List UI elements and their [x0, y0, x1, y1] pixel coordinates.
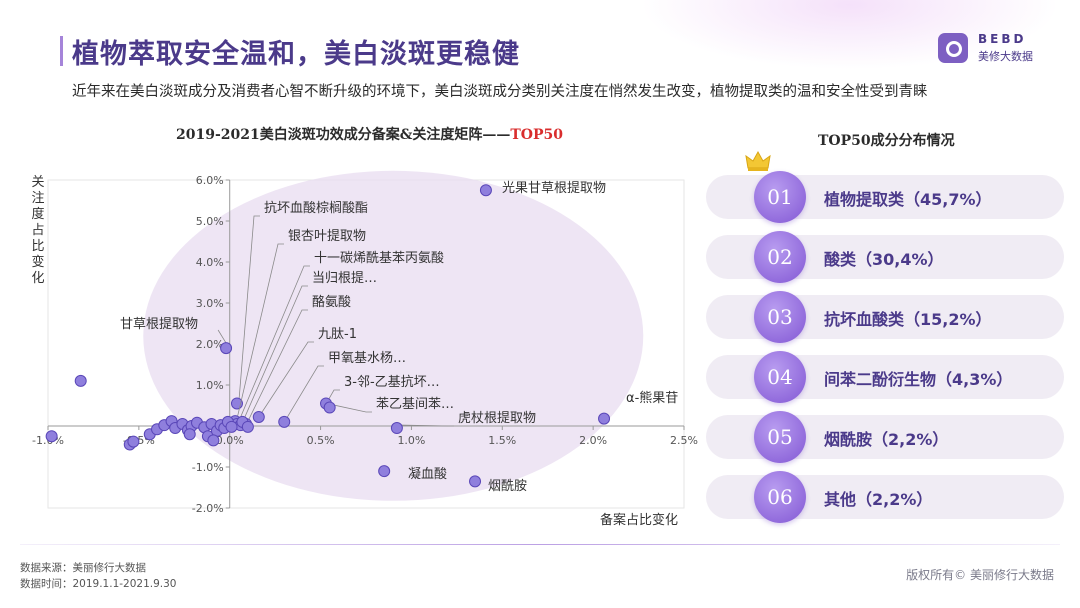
- x-tick-label: 1.5%: [488, 434, 516, 447]
- x-tick-label: 2.5%: [670, 434, 698, 447]
- data-point-label: 酪氨酸: [312, 294, 351, 310]
- chart-title: 2019-2021美白淡斑功效成分备案&关注度矩阵——TOP50: [176, 124, 563, 144]
- x-axis-title: 备案占比变化: [600, 512, 678, 528]
- y-tick-label: 6.0%: [196, 174, 224, 187]
- y-tick-label: -2.0%: [192, 502, 224, 515]
- x-tick-label: 0.0%: [216, 434, 244, 447]
- distribution-item: 03 抗坏血酸类（15,2%）: [706, 291, 1064, 343]
- y-axis-title: 关注度占比变化: [31, 175, 44, 286]
- distribution-item: 02 酸类（30,4%）: [706, 231, 1064, 283]
- data-point-label: 凝血酸: [408, 466, 447, 482]
- rank-badge: 02: [754, 231, 806, 283]
- y-tick-label: -1.0%: [192, 461, 224, 474]
- data-point: [598, 412, 611, 425]
- distribution-item: 06 其他（2,2%）: [706, 471, 1064, 523]
- data-point-label: 虎杖根提取物: [458, 410, 536, 426]
- data-point: [220, 342, 233, 355]
- label-leader-line: [260, 341, 314, 415]
- data-point: [390, 422, 403, 435]
- chart-title-accent: TOP50: [510, 127, 564, 143]
- data-point: [479, 184, 492, 197]
- crown-icon: [745, 150, 771, 171]
- rank-badge: 04: [754, 351, 806, 403]
- x-tick-label: 0.5%: [307, 434, 335, 447]
- rank-badge: 03: [754, 291, 806, 343]
- label-leader-line: [331, 404, 372, 413]
- data-source: 数据来源：美丽修行大数据: [20, 562, 146, 574]
- data-point-label: 当归根提…: [312, 270, 377, 286]
- distribution-label: 烟酰胺（2,2%）: [824, 430, 949, 449]
- data-point-label: 十一碳烯酰基苯丙氨酸: [314, 251, 444, 266]
- title-accent-bar: [60, 36, 63, 66]
- data-point-label: 九肽-1: [318, 327, 357, 342]
- x-tick-label: 1.0%: [397, 434, 425, 447]
- data-point: [469, 475, 482, 488]
- label-leader-line: [236, 243, 284, 419]
- label-leader-line: [247, 309, 308, 422]
- data-point: [45, 430, 58, 443]
- y-tick-label: 3.0%: [196, 297, 224, 310]
- chart-title-main: 2019-2021美白淡斑功效成分备案&关注度矩阵——: [176, 127, 511, 143]
- data-point-label: α-熊果苷: [626, 390, 678, 406]
- rank-badge: 06: [754, 471, 806, 523]
- scatter-chart: -1.0%-0.5%0.0%0.5%1.0%1.5%2.0%2.5%-2.0%-…: [31, 170, 698, 528]
- copyright: 版权所有© 美丽修行大数据: [906, 568, 1054, 582]
- label-leader-line: [217, 329, 227, 344]
- label-leader-line: [327, 389, 340, 401]
- label-leader-line: [242, 285, 308, 423]
- label-leader-line: [285, 365, 324, 420]
- rank-badge: 01: [754, 171, 806, 223]
- distribution-label: 间苯二酚衍生物（4,3%）: [824, 370, 1013, 389]
- x-tick-label: 2.0%: [579, 434, 607, 447]
- data-point: [74, 374, 87, 387]
- data-point: [225, 420, 238, 433]
- page-subtitle: 近年来在美白淡斑成分及消费者心智不断升级的环境下，美白淡斑成分类别关注度在悄然发…: [72, 84, 928, 100]
- logo-subtitle: 美修大数据: [978, 50, 1033, 63]
- distribution-item: 01 植物提取类（45,7%）: [706, 171, 1064, 223]
- data-period: 数据时间：2019.1.1-2021.9.30: [20, 578, 177, 590]
- brand-logo: BEBD 美修大数据: [938, 30, 1048, 68]
- data-point-label: 烟酰胺: [488, 479, 527, 494]
- y-tick-label: 2.0%: [196, 338, 224, 351]
- data-point: [278, 415, 291, 428]
- data-point: [183, 428, 196, 441]
- label-leader-line: [238, 215, 260, 401]
- label-leader-line: [398, 424, 454, 427]
- data-point: [127, 435, 140, 448]
- data-point-label: 苯乙基间苯…: [376, 397, 454, 412]
- highlight-ellipse: [143, 170, 644, 501]
- data-point-label: 抗坏血酸棕榈酸酯: [264, 201, 368, 216]
- distribution-title: TOP50成分分布情况: [818, 133, 955, 149]
- data-point: [207, 434, 220, 447]
- distribution-label: 抗坏血酸类（15,2%）: [824, 310, 992, 329]
- header-glow: [640, 0, 1060, 70]
- data-point-label: 光果甘草根提取物: [502, 180, 606, 196]
- page-title: 植物萃取安全温和，美白淡斑更稳健: [72, 39, 520, 70]
- data-point-label: 银杏叶提取物: [288, 228, 366, 244]
- data-point: [323, 401, 336, 414]
- data-point: [378, 465, 391, 478]
- distribution-label: 其他（2,2%）: [824, 490, 933, 509]
- data-point-label: 甘草根提取物: [120, 316, 198, 332]
- data-point-label: 甲氧基水杨…: [328, 351, 406, 366]
- data-point: [241, 420, 254, 433]
- logo-wordmark: BEBD: [978, 32, 1027, 46]
- data-point: [252, 410, 265, 423]
- distribution-label: 植物提取类（45,7%）: [824, 190, 992, 209]
- y-tick-label: 4.0%: [196, 256, 224, 269]
- y-tick-label: 1.0%: [196, 379, 224, 392]
- logo-icon: [938, 33, 968, 63]
- rank-badge: 05: [754, 411, 806, 463]
- y-tick-label: 5.0%: [196, 215, 224, 228]
- distribution-label: 酸类（30,4%）: [824, 250, 944, 269]
- data-point-label: 3-邻-乙基抗坏…: [344, 375, 440, 390]
- label-leader-line: [238, 265, 310, 422]
- distribution-item: 04 间苯二酚衍生物（4,3%）: [706, 351, 1064, 403]
- distribution-item: 05 烟酰胺（2,2%）: [706, 411, 1064, 463]
- footer-divider: [20, 544, 1060, 545]
